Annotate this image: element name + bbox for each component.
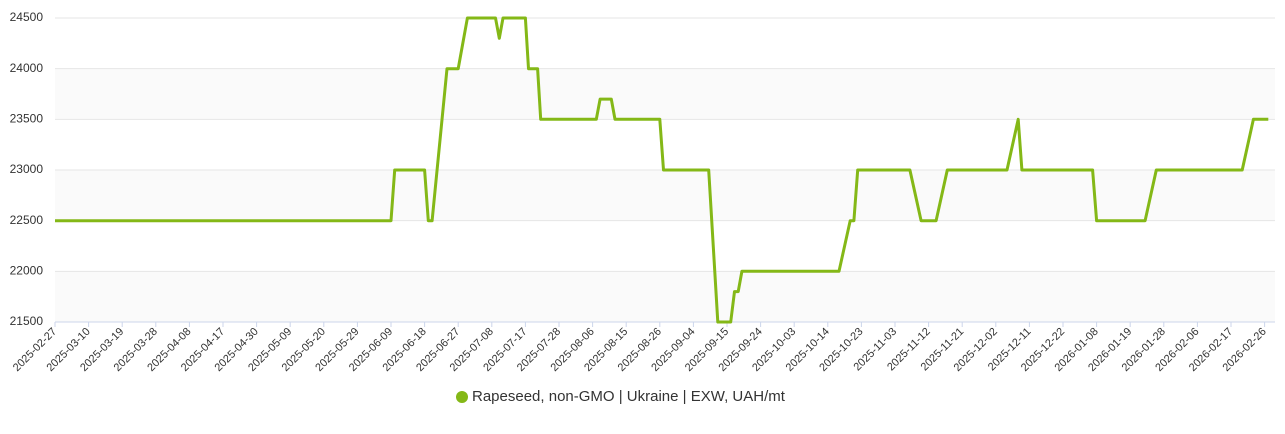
y-tick-label: 23000 [10,162,44,176]
plot-band [55,68,1275,120]
data-line [55,16,1269,324]
y-tick-label: 22000 [10,264,44,278]
y-tick-label: 22500 [10,213,44,227]
y-tick-label: 24500 [10,10,44,24]
y-tick-label: 21500 [10,314,44,328]
plot-band [55,271,1275,322]
plot-band [55,170,1275,221]
y-tick-label: 24000 [10,61,44,75]
y-tick-label: 23500 [10,112,44,126]
legend-item: Rapeseed, non-GMO | Ukraine | EXW, UAH/m… [456,388,786,405]
legend-marker [456,391,468,403]
legend-label: Rapeseed, non-GMO | Ukraine | EXW, UAH/m… [472,388,786,405]
